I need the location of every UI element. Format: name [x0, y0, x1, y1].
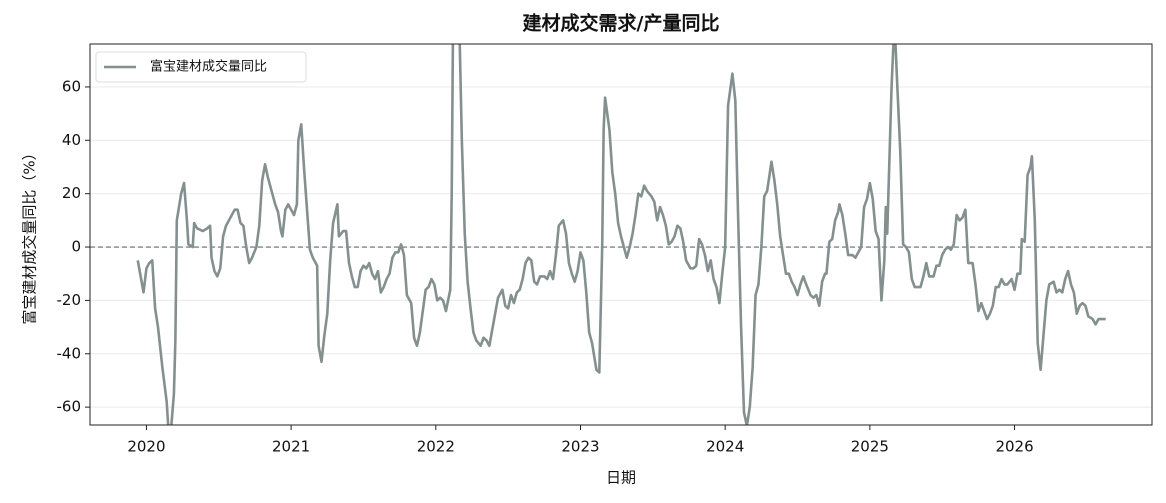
y-tick-label: 0	[71, 238, 81, 256]
series-line	[136, 44, 1106, 425]
y-tick-label: 60	[62, 77, 81, 95]
x-tick-label: 2021	[272, 438, 310, 456]
y-tick-label: -60	[57, 398, 82, 416]
x-tick-label: 2020	[127, 438, 165, 456]
y-tick-label: 20	[62, 184, 81, 202]
y-axis-label: 富宝建材成交量同比（%）	[21, 145, 39, 324]
x-tick-label: 2023	[561, 438, 599, 456]
legend: 富宝建材成交量同比	[95, 51, 307, 83]
x-axis-label: 日期	[606, 469, 636, 487]
x-tick-label: 2024	[706, 438, 744, 456]
x-tick-label: 2022	[417, 438, 455, 456]
y-tick-label: 40	[62, 131, 81, 149]
legend-box	[95, 51, 307, 83]
plot-area	[90, 44, 1152, 425]
plot-frame	[89, 43, 1153, 426]
y-tick-label: -20	[57, 291, 82, 309]
legend-label: 富宝建材成交量同比	[150, 59, 267, 75]
axes: -60 -40 -20 0 20 40 60 2020 2021 2022 2023 2024 2025…	[57, 77, 1034, 455]
y-tick-label: -40	[57, 344, 82, 362]
x-tick-label: 2025	[851, 438, 889, 456]
x-tick-label: 2026	[995, 438, 1033, 456]
chart-title: 建材成交需求/产量同比	[523, 12, 720, 35]
